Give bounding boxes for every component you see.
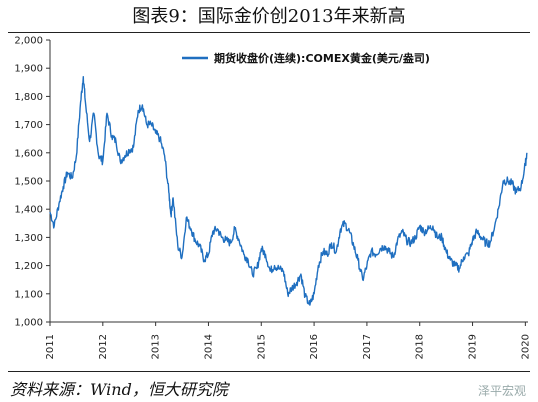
y-tick-label: 1,200	[14, 261, 43, 272]
x-tick-label: 2018	[415, 334, 426, 359]
source-note: 资料来源：Wind，恒大研究院	[10, 380, 228, 399]
x-tick-label: 2020	[520, 334, 531, 359]
y-axis: 1,000 1,100 1,200 1,300 1,400 1,500 1,600 1,700…	[14, 36, 51, 329]
x-axis: 2011 2012 2013 2014 2015 2016 2017 2018 2019 2020	[45, 321, 531, 359]
x-tick-label: 2012	[98, 334, 109, 359]
y-tick-label: 1,100	[14, 289, 43, 300]
x-tick-label: 2017	[362, 334, 373, 359]
x-tick-label: 2011	[45, 334, 56, 359]
title-divider	[8, 32, 530, 33]
plot-area	[49, 76, 528, 306]
series-line	[49, 76, 528, 306]
legend: 期货收盘价(连续):COMEX黄金(美元/盎司)	[182, 51, 430, 65]
chart-title: 图表9：国际金价创2013年来新高	[132, 6, 406, 27]
x-tick-label: 2014	[203, 334, 214, 359]
x-tick-label: 2015	[256, 334, 267, 359]
y-tick-label: 1,300	[14, 233, 43, 244]
y-tick-label: 1,800	[14, 92, 43, 103]
watermark-text: 泽平宏观	[477, 384, 526, 398]
y-tick-label: 1,000	[14, 318, 43, 329]
y-tick-label: 2,000	[14, 36, 43, 47]
x-tick-label: 2019	[468, 334, 479, 359]
x-tick-label: 2016	[309, 334, 320, 359]
y-tick-label: 1,500	[14, 177, 43, 188]
y-tick-label: 1,600	[14, 148, 43, 159]
footer-divider	[8, 371, 530, 372]
y-tick-label: 1,400	[14, 205, 43, 216]
legend-label: 期货收盘价(连续):COMEX黄金(美元/盎司)	[214, 51, 430, 65]
x-tick-label: 2013	[151, 334, 162, 359]
y-tick-label: 1,900	[14, 64, 43, 75]
y-tick-label: 1,700	[14, 120, 43, 131]
chart: 1,000 1,100 1,200 1,300 1,400 1,500 1,600 1,700…	[14, 36, 531, 359]
